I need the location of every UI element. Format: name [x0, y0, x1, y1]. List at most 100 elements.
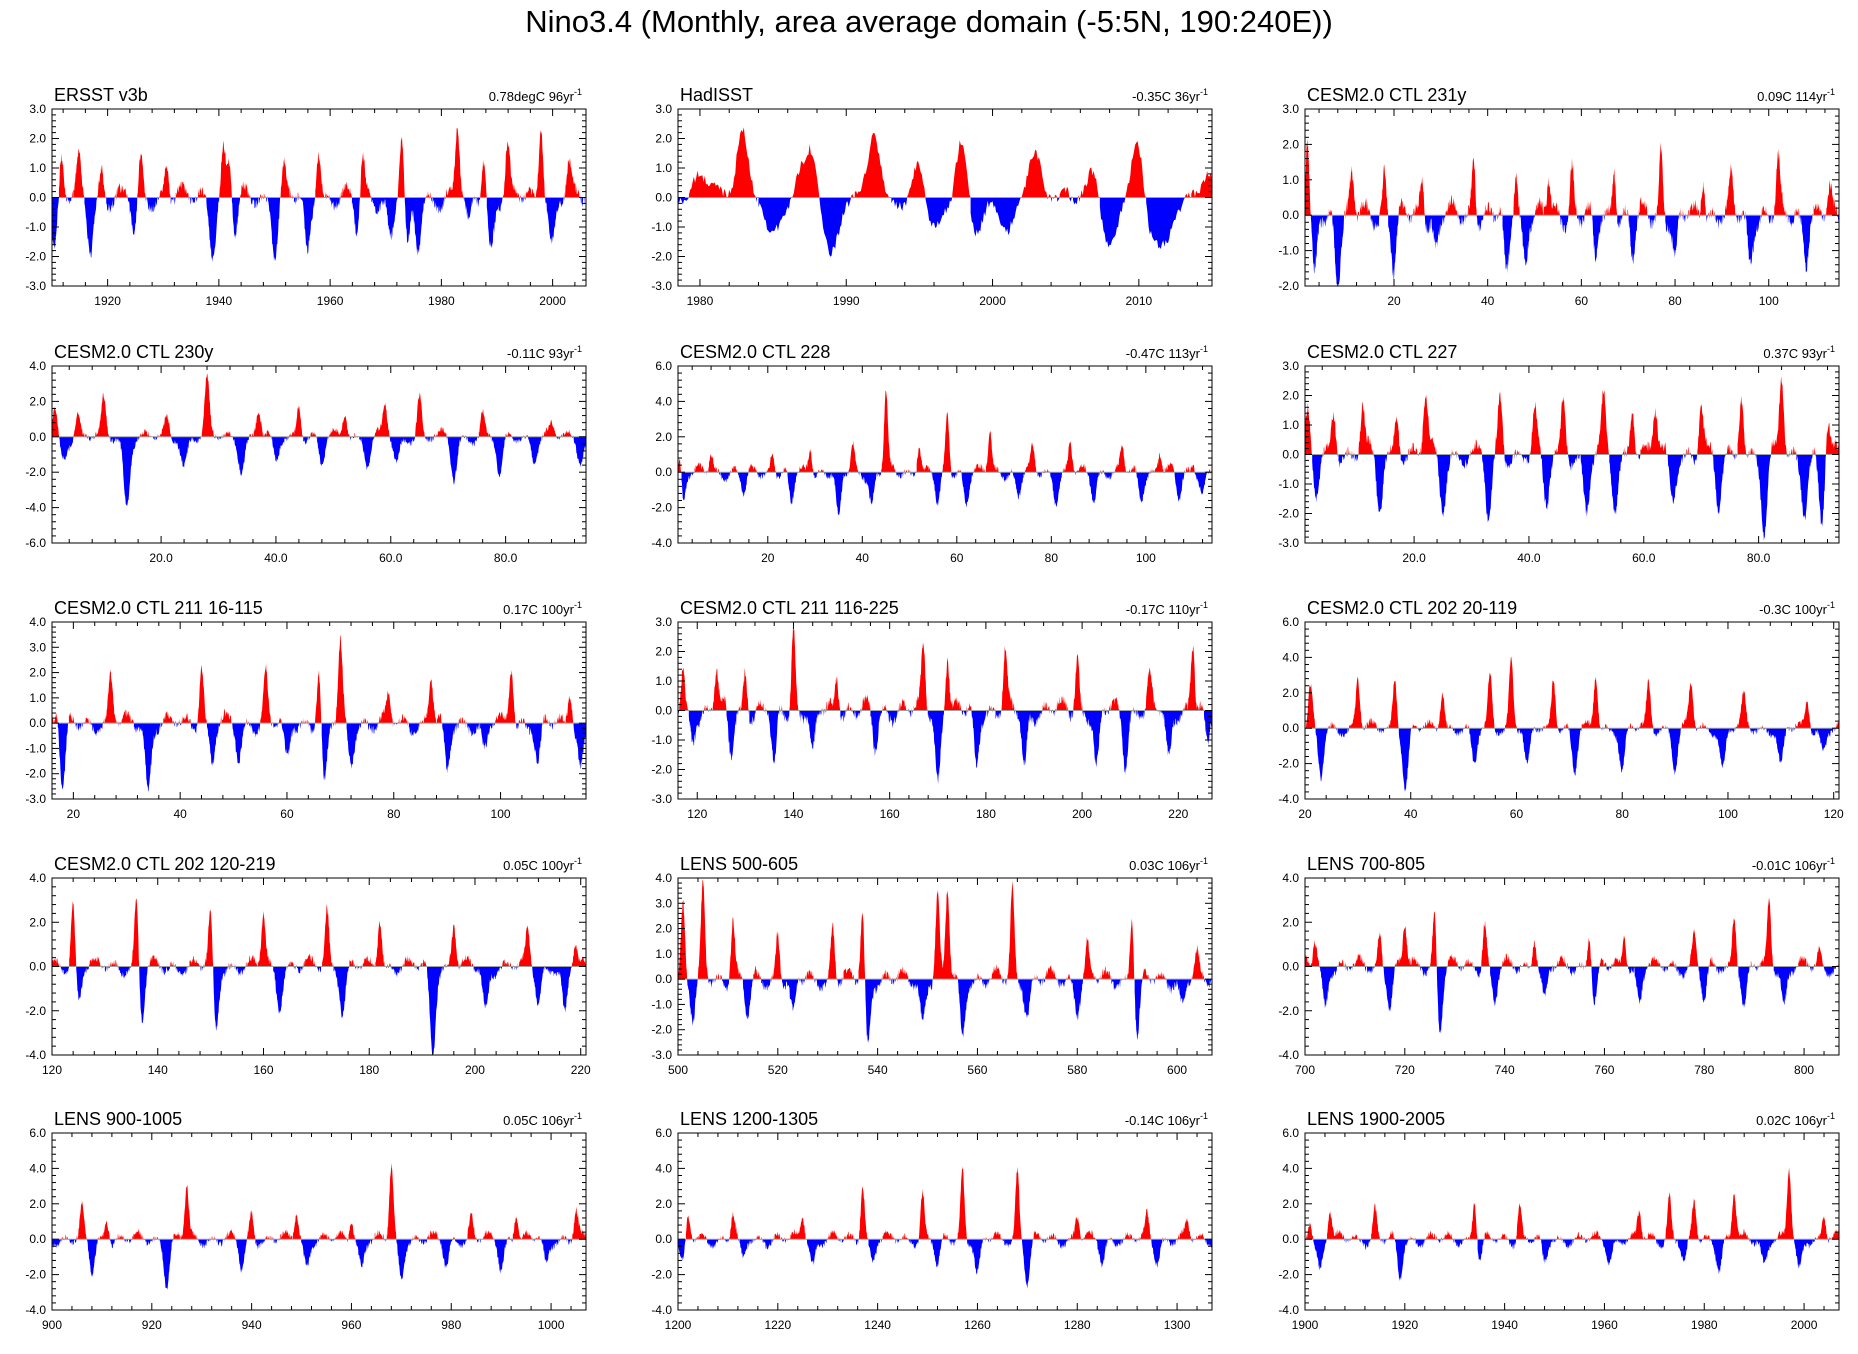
y-tick-label: 4.0 — [29, 615, 46, 629]
x-tick-label: 80 — [1045, 551, 1059, 565]
y-tick-label: -2.0 — [1278, 1004, 1299, 1018]
panel-8: CESM2.0 CTL 211 116-225 -0.17C 110yr-1 -3.… — [651, 598, 1213, 821]
x-tick-label: 160 — [880, 807, 900, 821]
y-tick-label: 2.0 — [655, 645, 672, 659]
x-tick-label: 200 — [1072, 807, 1092, 821]
y-tick-label: -4.0 — [25, 1303, 46, 1317]
x-tick-label: 1240 — [864, 1318, 891, 1332]
trend-label: -0.14C 106yr-1 — [1125, 1111, 1208, 1128]
panel-title: CESM2.0 CTL 228 — [680, 342, 830, 362]
panel-title: LENS 500-605 — [680, 854, 798, 874]
x-tick-label: 140 — [148, 1063, 168, 1077]
panel-1: ERSST v3b 0.78degC 96yr-1 -3.0 -2.0 -1.0 0.0 1… — [25, 85, 587, 308]
y-tick-label: 2.0 — [1282, 686, 1299, 700]
y-tick-label: -2.0 — [1278, 507, 1299, 521]
y-tick-label: -1.0 — [651, 733, 672, 747]
negative-anomaly-area — [678, 1239, 1212, 1289]
x-tick-label: 560 — [967, 1063, 987, 1077]
trend-label: -0.01C 106yr-1 — [1752, 856, 1835, 873]
x-tick-label: 760 — [1594, 1063, 1614, 1077]
positive-anomaly-area — [52, 898, 586, 967]
y-tick-label: -3.0 — [651, 792, 672, 806]
panel-title: CESM2.0 CTL 230y — [54, 342, 213, 362]
y-tick-label: 0.0 — [1282, 1232, 1299, 1246]
y-tick-label: -3.0 — [25, 279, 46, 293]
y-tick-label: 4.0 — [29, 1161, 46, 1175]
y-tick-label: 2.0 — [1282, 389, 1299, 403]
y-tick-label: 3.0 — [655, 102, 672, 116]
negative-anomaly-area — [52, 1239, 573, 1290]
x-tick-label: 1220 — [764, 1318, 791, 1332]
negative-anomaly-area — [1305, 1239, 1832, 1281]
x-tick-label: 100 — [1759, 294, 1779, 308]
y-tick-label: 0.0 — [1282, 960, 1299, 974]
x-tick-label: 60.0 — [379, 551, 403, 565]
x-tick-label: 220 — [1168, 807, 1188, 821]
y-tick-label: 2.0 — [1282, 1197, 1299, 1211]
y-tick-label: -2.0 — [25, 1004, 46, 1018]
positive-anomaly-area — [678, 625, 1204, 711]
y-tick-label: 1.0 — [1282, 418, 1299, 432]
y-tick-label: 0.0 — [29, 430, 46, 444]
y-tick-label: 0.0 — [655, 1232, 672, 1246]
x-tick-label: 2000 — [979, 294, 1006, 308]
x-tick-label: 740 — [1495, 1063, 1515, 1077]
y-tick-label: 2.0 — [29, 394, 46, 408]
panel-6: CESM2.0 CTL 227 0.37C 93yr-1 -3.0 -2.0 -1.0 0… — [1278, 342, 1840, 565]
trend-label: 0.09C 114yr-1 — [1757, 87, 1835, 104]
y-tick-label: 4.0 — [1282, 650, 1299, 664]
positive-anomaly-area — [1305, 375, 1839, 455]
x-tick-label: 520 — [768, 1063, 788, 1077]
positive-anomaly-area — [58, 127, 586, 198]
y-tick-label: 0.0 — [1282, 208, 1299, 222]
y-tick-label: 2.0 — [29, 666, 46, 680]
y-tick-label: 3.0 — [1282, 102, 1299, 116]
panel-2: HadISST -0.35C 36yr-1 -3.0 -2.0 -1.0 0.0 1.0 2.… — [651, 85, 1213, 308]
x-tick-label: 1980 — [428, 294, 455, 308]
x-tick-label: 100 — [1718, 807, 1738, 821]
y-tick-label: 6.0 — [29, 1126, 46, 1140]
panel-title: CESM2.0 CTL 202 120-219 — [54, 854, 275, 874]
y-tick-label: 1.0 — [655, 674, 672, 688]
x-tick-label: 180 — [359, 1063, 379, 1077]
x-tick-label: 1990 — [833, 294, 860, 308]
y-tick-label: -2.0 — [651, 1023, 672, 1037]
y-tick-label: -3.0 — [1278, 536, 1299, 550]
x-tick-label: 40 — [1404, 807, 1418, 821]
x-tick-label: 60.0 — [1632, 551, 1656, 565]
y-tick-label: 0.0 — [655, 704, 672, 718]
negative-anomaly-area — [678, 979, 1212, 1044]
y-tick-label: 3.0 — [655, 615, 672, 629]
x-tick-label: 20 — [1387, 294, 1401, 308]
y-tick-label: -2.0 — [651, 250, 672, 264]
y-tick-label: 1.0 — [655, 947, 672, 961]
panel-12: LENS 700-805 -0.01C 106yr-1 -4.0 -2.0 0.0 2.0… — [1278, 854, 1840, 1077]
y-tick-label: -2.0 — [1278, 757, 1299, 771]
y-tick-label: 6.0 — [1282, 1126, 1299, 1140]
y-tick-label: 2.0 — [655, 132, 672, 146]
x-tick-label: 60 — [1575, 294, 1589, 308]
x-tick-label: 800 — [1794, 1063, 1814, 1077]
positive-anomaly-area — [52, 635, 574, 724]
trend-label: 0.78degC 96yr-1 — [489, 87, 582, 104]
negative-anomaly-area — [52, 197, 586, 263]
x-tick-label: 540 — [868, 1063, 888, 1077]
positive-anomaly-area — [678, 390, 1212, 473]
positive-anomaly-area — [1305, 897, 1839, 967]
y-tick-label: 4.0 — [29, 871, 46, 885]
y-tick-label: -1.0 — [651, 997, 672, 1011]
positive-anomaly-area — [61, 1162, 586, 1240]
x-tick-label: 1000 — [538, 1318, 565, 1332]
x-tick-label: 1940 — [1491, 1318, 1518, 1332]
y-tick-label: -4.0 — [651, 536, 672, 550]
y-tick-label: 4.0 — [29, 359, 46, 373]
y-tick-label: 1.0 — [1282, 173, 1299, 187]
x-tick-label: 220 — [571, 1063, 591, 1077]
y-tick-label: -1.0 — [25, 741, 46, 755]
x-tick-label: 40.0 — [1517, 551, 1541, 565]
panel-title: LENS 1200-1305 — [680, 1109, 818, 1129]
x-tick-label: 1960 — [1591, 1318, 1618, 1332]
trend-label: 0.17C 100yr-1 — [503, 600, 582, 617]
panel-9: CESM2.0 CTL 202 20-119 -0.3C 100yr-1 -4.0 -… — [1278, 598, 1844, 821]
x-tick-label: 940 — [242, 1318, 262, 1332]
